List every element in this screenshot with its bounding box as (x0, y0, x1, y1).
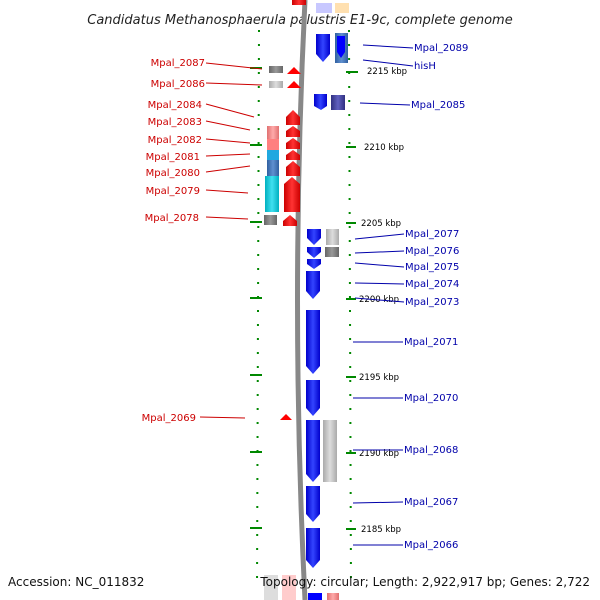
homolog-block (267, 150, 279, 160)
gene-label[interactable]: Mpal_2066 (404, 540, 458, 551)
homolog-block (265, 176, 279, 212)
gene-mpal-2080[interactable] (286, 161, 300, 176)
gene-mpal-2086[interactable] (269, 81, 283, 88)
gene-label[interactable]: Mpal_2087 (151, 58, 205, 69)
right-leader-lines (352, 44, 414, 546)
bottom-partial-genes (264, 575, 339, 600)
gene-mpal-2069[interactable] (280, 414, 292, 420)
kbp-label: 2195 kbp (359, 373, 399, 383)
gene-mpal-2066[interactable] (306, 528, 320, 568)
left-tick-column (256, 29, 260, 591)
reverse-genes (306, 33, 348, 568)
gene-mpal-2081[interactable] (286, 150, 300, 160)
left-gene-labels: Mpal_2087 Mpal_2086 Mpal_2084 Mpal_2083 … (142, 58, 205, 424)
gene-mpal-2089[interactable] (316, 34, 330, 62)
gene-mpal-2077[interactable] (307, 229, 321, 245)
gene-mpal-2079[interactable] (284, 177, 300, 212)
gene-label[interactable]: Mpal_2069 (142, 413, 196, 424)
gene-mpal-2068[interactable] (306, 420, 320, 482)
gene-label[interactable]: Mpal_2081 (146, 152, 200, 163)
gene-label[interactable]: Mpal_2067 (404, 497, 458, 508)
kbp-label: 2185 kbp (361, 525, 401, 535)
forward-genes (264, 66, 301, 420)
left-leader-lines (199, 62, 263, 419)
gene-label[interactable]: Mpal_2076 (405, 246, 459, 257)
homolog-block (331, 95, 345, 110)
gene-mpal-2075[interactable] (307, 259, 321, 269)
gene-arrow (287, 67, 301, 74)
gene-label[interactable]: Mpal_2085 (411, 100, 465, 111)
gene-mpal-2085[interactable] (314, 94, 327, 110)
gene-label[interactable]: Mpal_2073 (405, 297, 459, 308)
homolog-block (325, 247, 339, 257)
gene-label[interactable]: Mpal_2070 (404, 393, 458, 404)
gene-mpal-2084[interactable] (286, 110, 300, 125)
page-title: Candidatus Methanosphaerula palustris E1… (87, 13, 512, 28)
kbp-label: 2215 kbp (367, 67, 407, 77)
gene-label[interactable]: Mpal_2089 (414, 43, 468, 54)
gene-mpal-2070[interactable] (306, 380, 320, 416)
top-partial-genes (292, 0, 349, 13)
gene-label[interactable]: hisH (414, 61, 436, 72)
kbp-scale: 2215 kbp 2210 kbp 2205 kbp 2200 kbp 2195… (250, 67, 407, 535)
gene-label[interactable]: Mpal_2075 (405, 262, 459, 273)
right-tick-column (348, 29, 352, 591)
homolog-block (323, 420, 337, 482)
kbp-label: 2210 kbp (364, 143, 404, 153)
gene-label[interactable]: Mpal_2080 (146, 168, 200, 179)
genome-backbone (295, 0, 308, 600)
gene-mpal-2067[interactable] (306, 486, 320, 522)
gene-mpal-2078[interactable] (283, 215, 297, 226)
gene-mpal-2071[interactable] (306, 310, 320, 374)
kbp-label: 2190 kbp (359, 449, 399, 459)
gene-label[interactable]: Mpal_2083 (148, 117, 202, 128)
gene-label[interactable]: Mpal_2074 (405, 279, 459, 290)
gene-arrow (287, 81, 301, 88)
homolog-block (264, 215, 277, 225)
gene-mpal-2087[interactable] (269, 66, 283, 73)
gene-label[interactable]: Mpal_2068 (404, 445, 458, 456)
gene-label[interactable]: Mpal_2077 (405, 229, 459, 240)
accession-text: Accession: NC_011832 (8, 575, 144, 589)
gene-label[interactable]: Mpal_2071 (404, 337, 458, 348)
kbp-label: 2205 kbp (361, 219, 401, 229)
gene-mpal-2076[interactable] (307, 247, 321, 258)
gene-mpal-2082[interactable] (286, 138, 300, 149)
right-gene-labels: Mpal_2089 hisH Mpal_2085 Mpal_2077 Mpal_… (404, 43, 468, 551)
gene-label[interactable]: Mpal_2078 (145, 213, 199, 224)
topology-text: Topology: circular; Length: 2,922,917 bp… (259, 575, 590, 589)
homolog-block (267, 139, 279, 150)
gene-label[interactable]: Mpal_2079 (146, 186, 200, 197)
gene-label[interactable]: Mpal_2086 (151, 79, 205, 90)
homolog-block (267, 126, 279, 139)
gene-his-h[interactable] (337, 36, 345, 58)
homolog-block (267, 160, 279, 176)
gene-mpal-2074[interactable] (306, 271, 320, 299)
gene-label[interactable]: Mpal_2084 (148, 100, 202, 111)
gene-label[interactable]: Mpal_2082 (148, 135, 202, 146)
homolog-block (326, 229, 339, 245)
gene-mpal-2083[interactable] (286, 126, 300, 137)
